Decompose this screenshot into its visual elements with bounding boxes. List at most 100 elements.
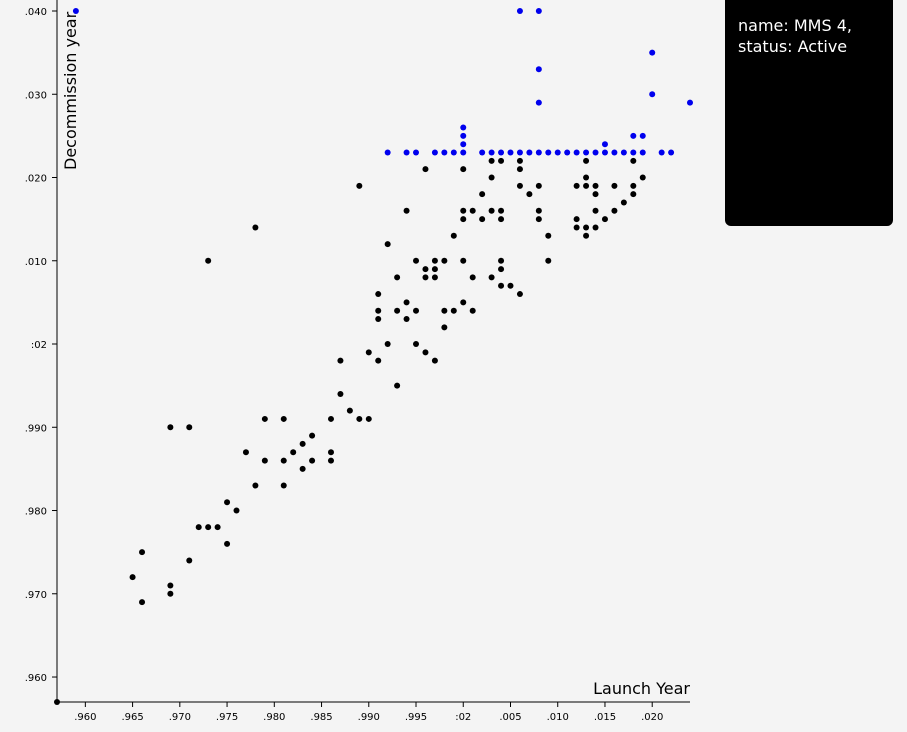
point: [460, 141, 467, 148]
point: [54, 699, 60, 705]
point: [403, 316, 410, 323]
point: [583, 224, 590, 231]
point: [327, 449, 334, 456]
point: [583, 157, 590, 164]
point: [583, 232, 590, 239]
point: [516, 166, 523, 173]
x-tick-label: .980: [263, 712, 285, 723]
point: [224, 499, 231, 506]
tooltip: name: MMS 4, status: Active: [725, 0, 893, 226]
point: [649, 91, 656, 98]
point: [469, 207, 476, 214]
point: [620, 199, 627, 206]
x-tick-label: .960: [74, 712, 96, 723]
point: [526, 149, 533, 156]
point: [516, 182, 523, 189]
point: [384, 241, 391, 248]
point: [535, 99, 542, 106]
point: [375, 291, 382, 298]
x-tick-label: .015: [594, 712, 616, 723]
y-tick-label: .990: [25, 423, 47, 434]
point: [299, 465, 306, 472]
point: [554, 149, 561, 156]
point: [535, 8, 542, 14]
point: [573, 224, 580, 231]
point: [375, 316, 382, 323]
point: [516, 157, 523, 164]
point: [516, 8, 523, 14]
point: [186, 424, 193, 431]
point: [630, 182, 637, 189]
point: [460, 216, 467, 223]
point: [375, 357, 382, 364]
point: [592, 182, 599, 189]
point: [573, 149, 580, 156]
point: [488, 149, 495, 156]
point: [639, 132, 646, 139]
point: [601, 141, 608, 148]
point: [327, 457, 334, 464]
point: [384, 149, 391, 156]
x-tick-label: .005: [499, 712, 521, 723]
point: [450, 307, 457, 314]
point: [535, 66, 542, 73]
point: [422, 274, 429, 281]
point: [498, 282, 505, 289]
point: [186, 557, 193, 564]
point: [346, 407, 353, 414]
point: [205, 524, 212, 531]
point: [252, 224, 259, 231]
point: [498, 257, 505, 264]
point: [498, 157, 505, 164]
x-tick-label: .010: [547, 712, 569, 723]
point: [535, 149, 542, 156]
point: [498, 216, 505, 223]
point: [413, 307, 420, 314]
point: [205, 257, 212, 264]
x-tick-label: :02: [455, 712, 471, 723]
point: [535, 182, 542, 189]
point: [365, 349, 372, 356]
point: [611, 182, 618, 189]
point: [488, 274, 495, 281]
point: [630, 191, 637, 198]
point: [498, 207, 505, 214]
point: [422, 266, 429, 273]
y-tick-label: .030: [25, 90, 47, 101]
point: [460, 124, 467, 131]
point: [431, 149, 438, 156]
y-tick-label: .010: [25, 257, 47, 268]
point: [592, 224, 599, 231]
point: [431, 274, 438, 281]
point: [167, 582, 174, 589]
point: [450, 232, 457, 239]
point: [460, 149, 467, 156]
point: [441, 257, 448, 264]
point: [413, 149, 420, 156]
point: [242, 449, 249, 456]
point: [394, 307, 401, 314]
point: [365, 415, 372, 422]
point: [280, 457, 287, 464]
point: [630, 149, 637, 156]
point: [214, 524, 221, 531]
x-tick-label: .020: [641, 712, 663, 723]
point: [639, 174, 646, 181]
point: [261, 457, 268, 464]
point: [545, 149, 552, 156]
point: [573, 182, 580, 189]
point: [639, 149, 646, 156]
tooltip-line: status: Active: [738, 37, 848, 56]
point: [601, 216, 608, 223]
point: [167, 590, 174, 597]
y-tick-label: .020: [25, 174, 47, 185]
y-tick-label: :02: [31, 340, 47, 351]
point: [139, 599, 146, 606]
point: [441, 324, 448, 331]
point: [592, 149, 599, 156]
point: [280, 415, 287, 422]
point: [413, 257, 420, 264]
point: [441, 307, 448, 314]
point: [261, 415, 268, 422]
point: [630, 157, 637, 164]
